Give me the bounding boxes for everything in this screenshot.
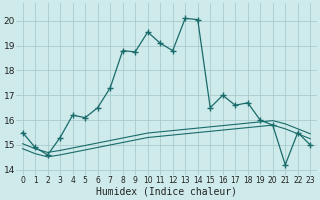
X-axis label: Humidex (Indice chaleur): Humidex (Indice chaleur): [96, 187, 237, 197]
